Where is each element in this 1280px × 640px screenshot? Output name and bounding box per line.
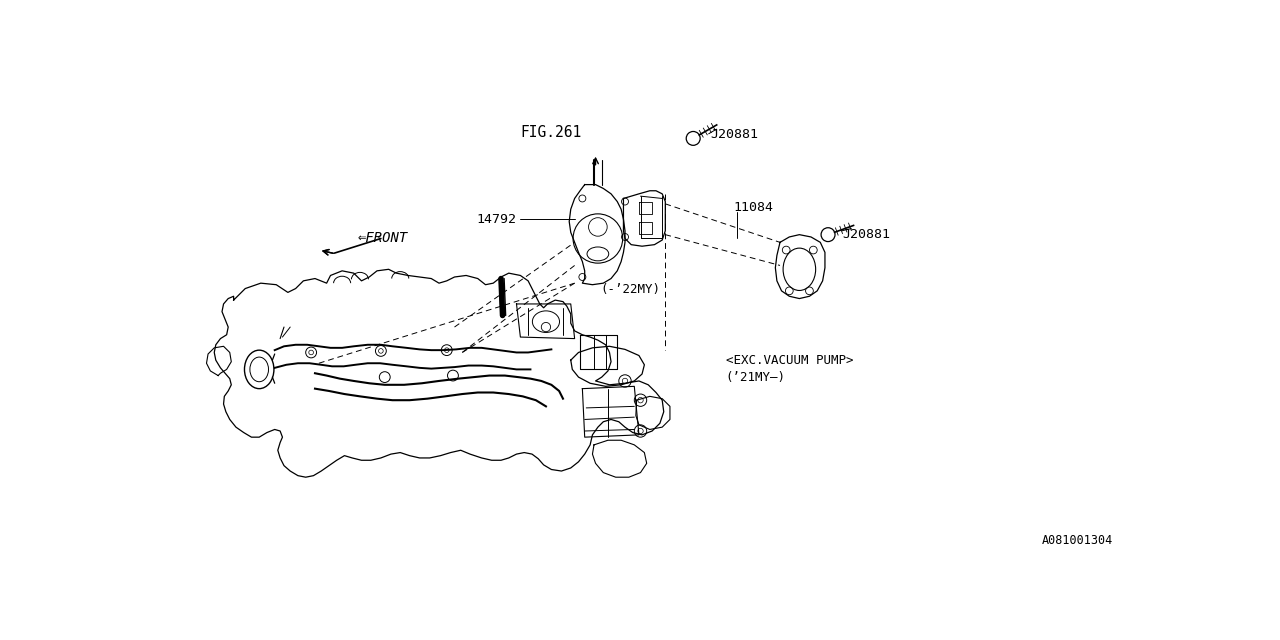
Text: (’21MY–): (’21MY–) xyxy=(726,371,786,384)
Text: FIG.261: FIG.261 xyxy=(521,125,582,140)
Text: ⇐FRONT: ⇐FRONT xyxy=(357,232,408,246)
Text: A081001304: A081001304 xyxy=(1042,534,1114,547)
Text: <EXC.VACUUM PUMP>: <EXC.VACUUM PUMP> xyxy=(726,354,854,367)
Text: 14792: 14792 xyxy=(476,212,517,226)
Text: (-’22MY): (-’22MY) xyxy=(600,283,660,296)
Text: J20881: J20881 xyxy=(710,128,758,141)
Text: J20881: J20881 xyxy=(842,228,890,241)
Text: 11084: 11084 xyxy=(733,201,773,214)
